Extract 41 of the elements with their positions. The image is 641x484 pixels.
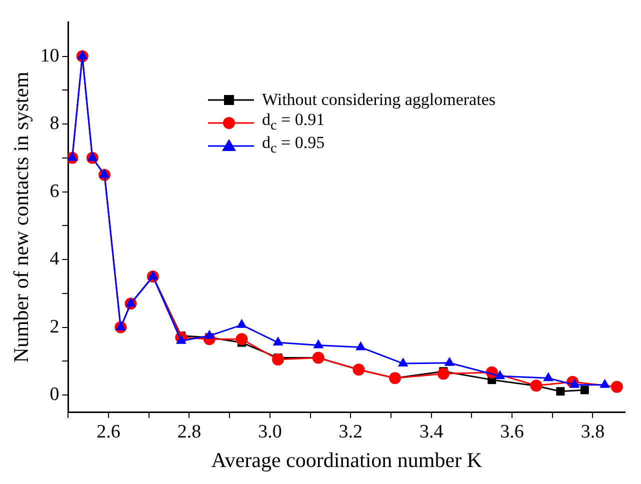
point — [437, 368, 450, 380]
y-tick-label: 8 — [50, 113, 60, 134]
point — [444, 356, 455, 366]
x-tick-label: 3.2 — [338, 421, 363, 442]
point — [543, 372, 554, 382]
legend-label: Without considering agglomerates — [262, 90, 496, 110]
legend-label: d$_{c}$ = 0.91 — [262, 110, 325, 135]
point — [356, 341, 366, 350]
x-tick-label: 2.6 — [96, 421, 120, 442]
x-tick-label: 3.4 — [419, 421, 444, 442]
y-tick-label: 2 — [50, 316, 60, 338]
point — [272, 336, 284, 346]
point — [204, 330, 215, 339]
point — [77, 50, 88, 60]
point — [569, 378, 580, 388]
point — [556, 387, 565, 396]
y-tick-label: 6 — [50, 180, 60, 202]
point — [580, 386, 589, 394]
x-axis-title: Average coordination number K — [211, 448, 482, 472]
point — [272, 353, 284, 366]
y-tick-label: 0 — [50, 384, 60, 406]
y-axis-title: Number of new contacts in system — [9, 72, 34, 363]
x-tick-label: 3.8 — [580, 421, 605, 442]
point — [87, 152, 98, 161]
point — [398, 358, 408, 367]
y-tick-label: 4 — [50, 248, 60, 270]
point — [600, 378, 610, 388]
x-tick-label: 3.6 — [500, 421, 524, 442]
legend-label: d$_{c}$ = 0.95 — [262, 133, 325, 158]
x-tick-label: 3.0 — [258, 421, 282, 442]
point — [494, 370, 506, 380]
point — [610, 380, 623, 393]
x-tick-label: 2.8 — [177, 421, 202, 442]
point — [176, 334, 186, 344]
point — [236, 318, 247, 328]
y-tick-label: 10 — [40, 45, 60, 66]
point — [313, 339, 324, 348]
point — [236, 333, 248, 346]
point — [115, 321, 126, 330]
point — [68, 152, 78, 161]
point — [99, 168, 110, 178]
